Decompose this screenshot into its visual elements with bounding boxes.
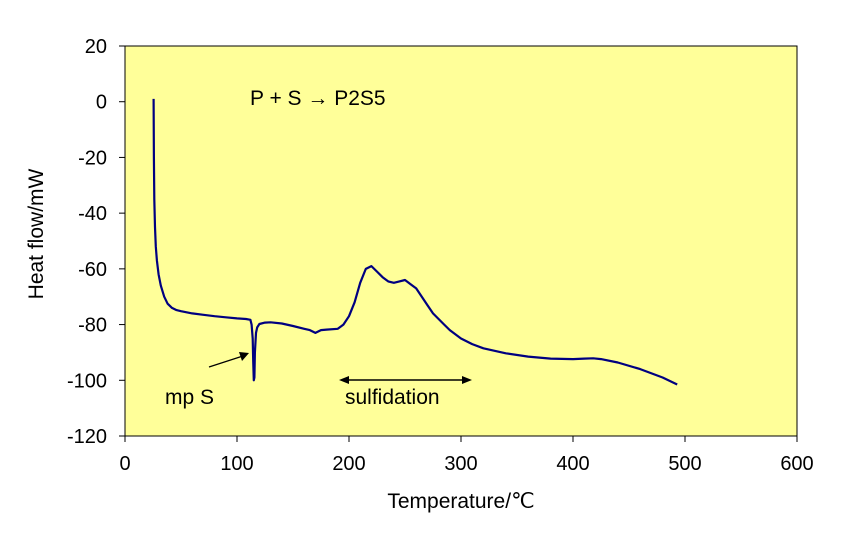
series-line <box>152 98 678 386</box>
x-tick-label: 600 <box>780 453 813 475</box>
x-tick-label: 0 <box>119 453 130 475</box>
annotation-mp-s: mp S <box>165 386 214 409</box>
x-axis-ticks: 0 100 200 300 400 500 600 <box>119 436 814 475</box>
y-axis-title: Heat flow/mW <box>25 168 48 299</box>
plot-area <box>124 45 798 437</box>
mp-arrowhead <box>239 352 249 361</box>
x-tick-label: 200 <box>332 453 365 475</box>
x-tick-label: 300 <box>444 453 477 475</box>
y-tick-label: 0 <box>96 92 107 114</box>
x-axis-title: Temperature/℃ <box>387 490 534 513</box>
x-tick-label: 100 <box>220 453 253 475</box>
y-tick-label: -100 <box>67 370 107 392</box>
x-tick-label: 500 <box>668 453 701 475</box>
y-tick-label: 20 <box>85 36 107 58</box>
mp-arrow <box>208 354 247 368</box>
x-tick-label: 400 <box>556 453 589 475</box>
y-tick-label: -120 <box>67 426 107 448</box>
chart-title: P + S → P2S5 <box>250 87 386 110</box>
annotation-sulfidation: sulfidation <box>345 386 440 409</box>
y-tick-label: -80 <box>78 315 107 337</box>
y-tick-label: -40 <box>78 203 107 225</box>
sulfidation-arrowhead-right <box>462 376 472 384</box>
y-tick-label: -20 <box>78 147 107 169</box>
sulfidation-arrowhead-left <box>339 376 349 384</box>
y-axis-ticks: 20 0 -20 -40 -60 -80 -100 -120 <box>67 36 125 448</box>
y-tick-label: -60 <box>78 259 107 281</box>
